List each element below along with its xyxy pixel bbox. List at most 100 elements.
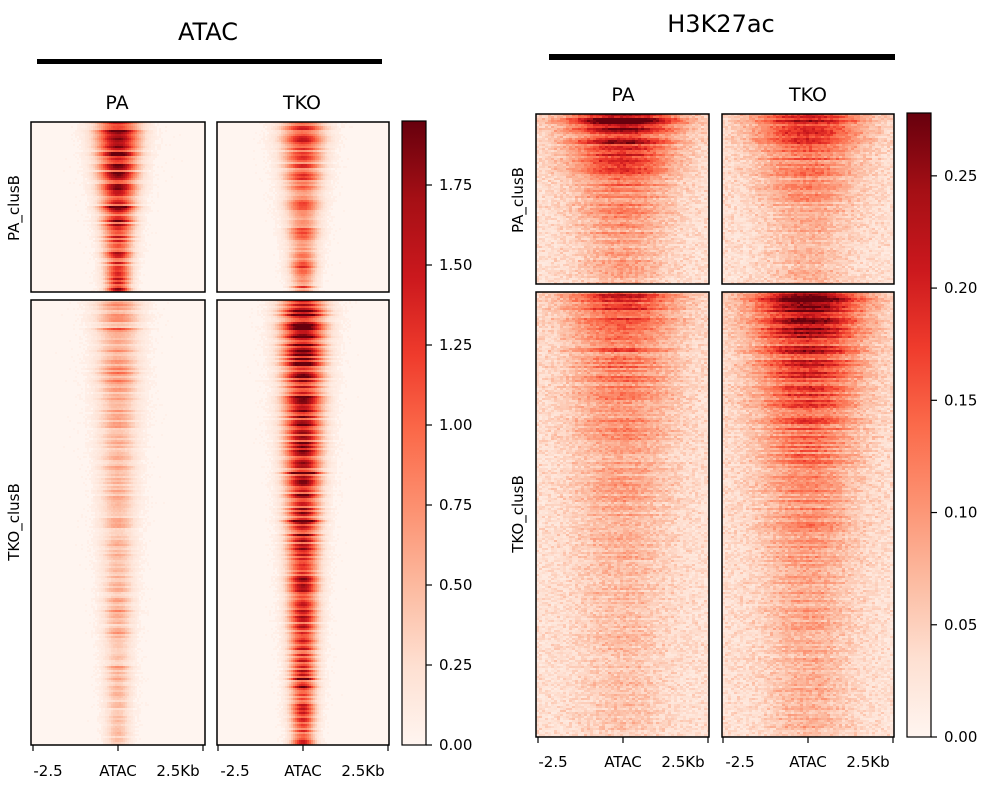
heatmap-cell: [101, 220, 103, 222]
heatmap-cell: [135, 224, 137, 226]
heatmap-cell: [121, 276, 123, 278]
heatmap-cell: [333, 166, 335, 168]
heatmap-cell: [303, 188, 305, 190]
heatmap-cell: [297, 124, 299, 126]
heatmap-cell: [299, 192, 301, 194]
heatmap-cell: [287, 258, 289, 260]
heatmap-cell: [281, 126, 283, 128]
heatmap-cell: [95, 130, 97, 132]
heatmap-cell: [97, 276, 99, 278]
heatmap-cell: [89, 170, 91, 172]
heatmap-cell: [119, 238, 121, 240]
heatmap-cell: [311, 244, 313, 246]
heatmap-cell: [109, 230, 111, 232]
heatmap-cell: [279, 168, 281, 170]
heatmap-cell: [265, 166, 267, 168]
heatmap-cell: [327, 172, 329, 174]
heatmap-cell: [83, 180, 85, 182]
heatmap-cell: [141, 128, 143, 130]
heatmap-cell: [131, 256, 133, 258]
heatmap-cell: [291, 154, 293, 156]
heatmap-cell: [129, 180, 131, 182]
heatmap-cell: [103, 246, 105, 248]
heatmap-cell: [299, 212, 301, 214]
heatmap-cell: [95, 160, 97, 162]
heatmap-cell: [301, 148, 303, 150]
heatmap-cell: [299, 232, 301, 234]
heatmap-cell: [107, 240, 109, 242]
heatmap-cell: [115, 188, 117, 190]
heatmap-cell: [127, 160, 129, 162]
heatmap-cell: [127, 244, 129, 246]
heatmap-cell: [305, 192, 307, 194]
heatmap-cell: [85, 148, 87, 150]
heatmap-cell: [323, 216, 325, 218]
heatmap-cell: [121, 136, 123, 138]
heatmap-cell: [277, 134, 279, 136]
heatmap-cell: [281, 228, 283, 230]
heatmap-cell: [285, 212, 287, 214]
heatmap-cell: [119, 286, 121, 288]
heatmap-cell: [133, 232, 135, 234]
heatmap-cell: [307, 226, 309, 228]
heatmap-cell: [289, 210, 291, 212]
heatmap-cell: [117, 288, 119, 290]
heatmap-cell: [301, 184, 303, 186]
heatmap-cell: [269, 166, 271, 168]
heatmap-cell: [127, 248, 129, 250]
heatmap-cell: [91, 162, 93, 164]
heatmap-cell: [117, 240, 119, 242]
heatmap-cell: [131, 254, 133, 256]
heatmap-cell: [271, 134, 273, 136]
heatmap-cell: [139, 210, 141, 212]
heatmap-cell: [325, 170, 327, 172]
heatmap-cell: [139, 140, 141, 142]
heatmap-cell: [91, 160, 93, 162]
heatmap-cell: [137, 280, 139, 282]
heatmap-cell: [309, 128, 311, 130]
heatmap-cell: [277, 246, 279, 248]
heatmap-cell: [91, 210, 93, 212]
heatmap-cell: [137, 284, 139, 286]
heatmap-cell: [81, 154, 83, 156]
heatmap-cell: [319, 202, 321, 204]
heatmap-cell: [127, 174, 129, 176]
heatmap-cell: [139, 126, 141, 128]
heatmap-cell: [139, 262, 141, 264]
heatmap-cell: [109, 228, 111, 230]
heatmap-cell: [105, 166, 107, 168]
heatmap-cell: [307, 164, 309, 166]
heatmap-cell: [157, 192, 159, 194]
heatmap-cell: [333, 144, 335, 146]
heatmap-cell: [117, 228, 119, 230]
heatmap-cell: [329, 130, 331, 132]
heatmap-cell: [297, 184, 299, 186]
heatmap-cell: [145, 178, 147, 180]
heatmap-cell: [331, 194, 333, 196]
heatmap-cell: [269, 128, 271, 130]
heatmap-cell: [109, 174, 111, 176]
heatmap-cell: [139, 222, 141, 224]
heatmap-cell: [109, 240, 111, 242]
heatmap-cell: [313, 190, 315, 192]
heatmap-cell: [81, 124, 83, 126]
heatmap-cell: [119, 132, 121, 134]
heatmap-cell: [105, 134, 107, 136]
heatmap-cell: [85, 192, 87, 194]
heatmap-cell: [289, 230, 291, 232]
heatmap-cell: [273, 218, 275, 220]
heatmap-cell: [327, 132, 329, 134]
heatmap-cell: [285, 256, 287, 258]
heatmap-cell: [291, 184, 293, 186]
heatmap-cell: [309, 148, 311, 150]
heatmap-cell: [99, 124, 101, 126]
heatmap-cell: [93, 192, 95, 194]
heatmap-cell: [301, 212, 303, 214]
heatmap-cell: [335, 200, 337, 202]
heatmap-cell: [129, 132, 131, 134]
heatmap-cell: [91, 188, 93, 190]
heatmap-cell: [279, 240, 281, 242]
heatmap-cell: [131, 260, 133, 262]
heatmap-cell: [123, 288, 125, 290]
heatmap-cell: [315, 218, 317, 220]
